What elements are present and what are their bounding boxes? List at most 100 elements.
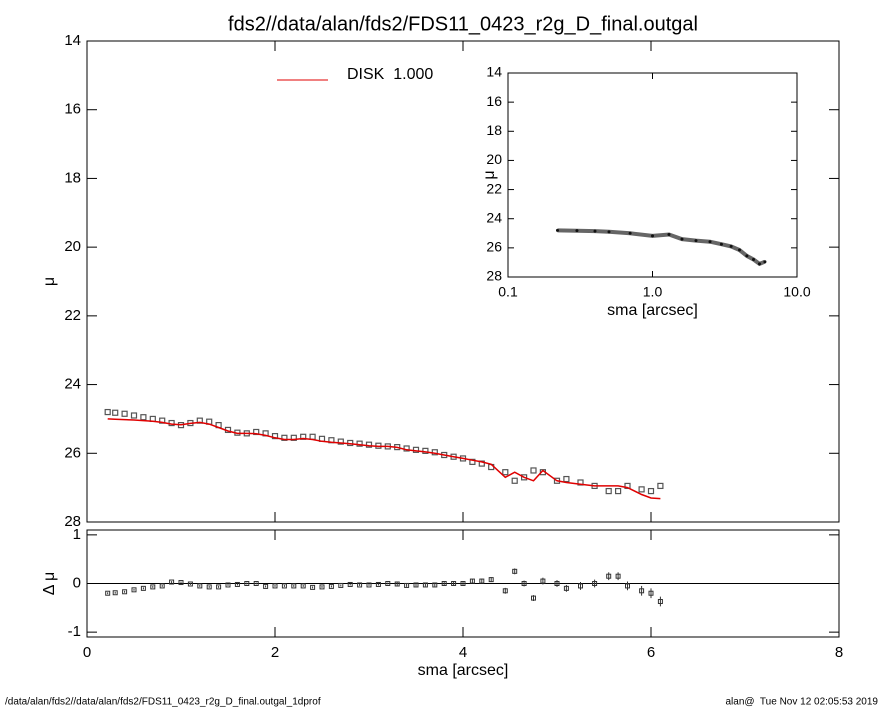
data-point <box>394 581 400 587</box>
data-point <box>375 581 381 587</box>
data-point <box>708 240 712 244</box>
data-point <box>244 581 250 586</box>
data-point <box>606 573 612 579</box>
data-point <box>719 242 723 246</box>
x-tick-label: 0 <box>83 644 91 661</box>
y-tick-label: 14 <box>486 64 502 80</box>
y-tick-label: 18 <box>64 169 81 186</box>
y-tick-label: 14 <box>64 32 81 49</box>
y-tick-label: -1 <box>68 623 81 640</box>
data-point <box>319 584 325 590</box>
data-point <box>225 582 231 588</box>
data-point <box>357 582 363 588</box>
data-point <box>648 590 654 596</box>
data-point <box>347 581 353 587</box>
data-point <box>657 598 663 604</box>
data-point <box>757 262 761 266</box>
y-tick-label: 26 <box>64 444 81 461</box>
data-point <box>763 260 767 264</box>
data-point <box>638 486 645 493</box>
data-point <box>112 590 118 596</box>
data-point <box>737 248 741 252</box>
data-point <box>422 582 428 588</box>
data-point <box>531 595 536 601</box>
y-tick-label: 24 <box>64 376 81 393</box>
data-point <box>291 583 297 589</box>
legend-label: DISK 1.000 <box>347 66 433 83</box>
data-point <box>605 487 612 495</box>
data-point <box>578 583 583 589</box>
data-point <box>694 239 698 243</box>
data-point <box>112 409 119 416</box>
data-point <box>607 230 611 234</box>
data-point <box>460 581 466 586</box>
data-point <box>593 229 597 233</box>
data-point <box>657 482 664 490</box>
data-point <box>253 581 259 586</box>
data-point <box>502 469 509 476</box>
x-tick-label: 6 <box>647 644 655 661</box>
footer-left: /data/alan/fds2//data/alan/fds2/FDS11_04… <box>5 697 321 708</box>
data-point <box>385 581 391 586</box>
data-point <box>512 568 518 574</box>
data-point <box>271 433 279 440</box>
y-tick-label: 26 <box>486 239 502 255</box>
data-point <box>178 580 184 586</box>
plot-frame <box>507 72 798 278</box>
y-tick-label: 16 <box>64 101 81 118</box>
y-tick-label: 20 <box>64 238 81 255</box>
data-point <box>563 475 570 483</box>
data-point <box>540 578 546 584</box>
data-point <box>432 582 438 588</box>
x-tick-label: 0.1 <box>498 284 518 300</box>
data-point <box>752 258 756 262</box>
chart-title: fds2//data/alan/fds2/FDS11_0423_r2g_D_fi… <box>228 13 698 35</box>
data-point <box>745 254 749 258</box>
data-point <box>281 434 288 441</box>
data-point <box>615 573 621 579</box>
data-point <box>404 582 410 588</box>
data-point <box>502 588 508 594</box>
data-point <box>555 228 559 232</box>
data-point <box>451 581 457 586</box>
data-point <box>366 582 372 588</box>
data-point <box>300 583 306 589</box>
data-point <box>253 428 260 436</box>
y-tick-label: 16 <box>486 93 502 109</box>
data-point <box>140 585 146 591</box>
data-point <box>647 487 655 495</box>
data-point <box>356 440 363 447</box>
x-tick-label: 10.0 <box>783 284 810 300</box>
data-point <box>488 577 494 583</box>
data-point <box>169 579 175 585</box>
data-point <box>338 582 344 588</box>
data-point <box>413 582 419 588</box>
x-tick-label: 1.0 <box>643 284 663 300</box>
y-tick-label: 24 <box>486 209 502 225</box>
x-tick-label: 8 <box>835 644 843 661</box>
data-point <box>216 584 222 590</box>
y-axis-label: μ <box>481 170 498 179</box>
data-point <box>122 589 128 595</box>
data-point <box>729 244 733 248</box>
x-tick-label: 2 <box>271 644 279 661</box>
data-point <box>592 581 598 586</box>
data-point <box>680 237 684 241</box>
data-point <box>290 434 297 441</box>
data-point <box>159 583 165 589</box>
y-tick-label: 22 <box>486 180 502 196</box>
data-point <box>104 408 111 416</box>
data-point <box>469 458 476 465</box>
series-line <box>107 418 661 500</box>
footer-right: alan@ Tue Nov 12 02:05:53 2019 <box>726 697 879 708</box>
data-point <box>479 578 485 584</box>
data-point <box>337 438 344 445</box>
data-point <box>300 433 307 440</box>
x-tick-label: 4 <box>459 644 467 661</box>
data-point <box>105 590 111 596</box>
data-point <box>206 584 212 590</box>
data-point <box>639 588 645 594</box>
data-point <box>577 479 584 486</box>
data-point <box>328 583 334 589</box>
